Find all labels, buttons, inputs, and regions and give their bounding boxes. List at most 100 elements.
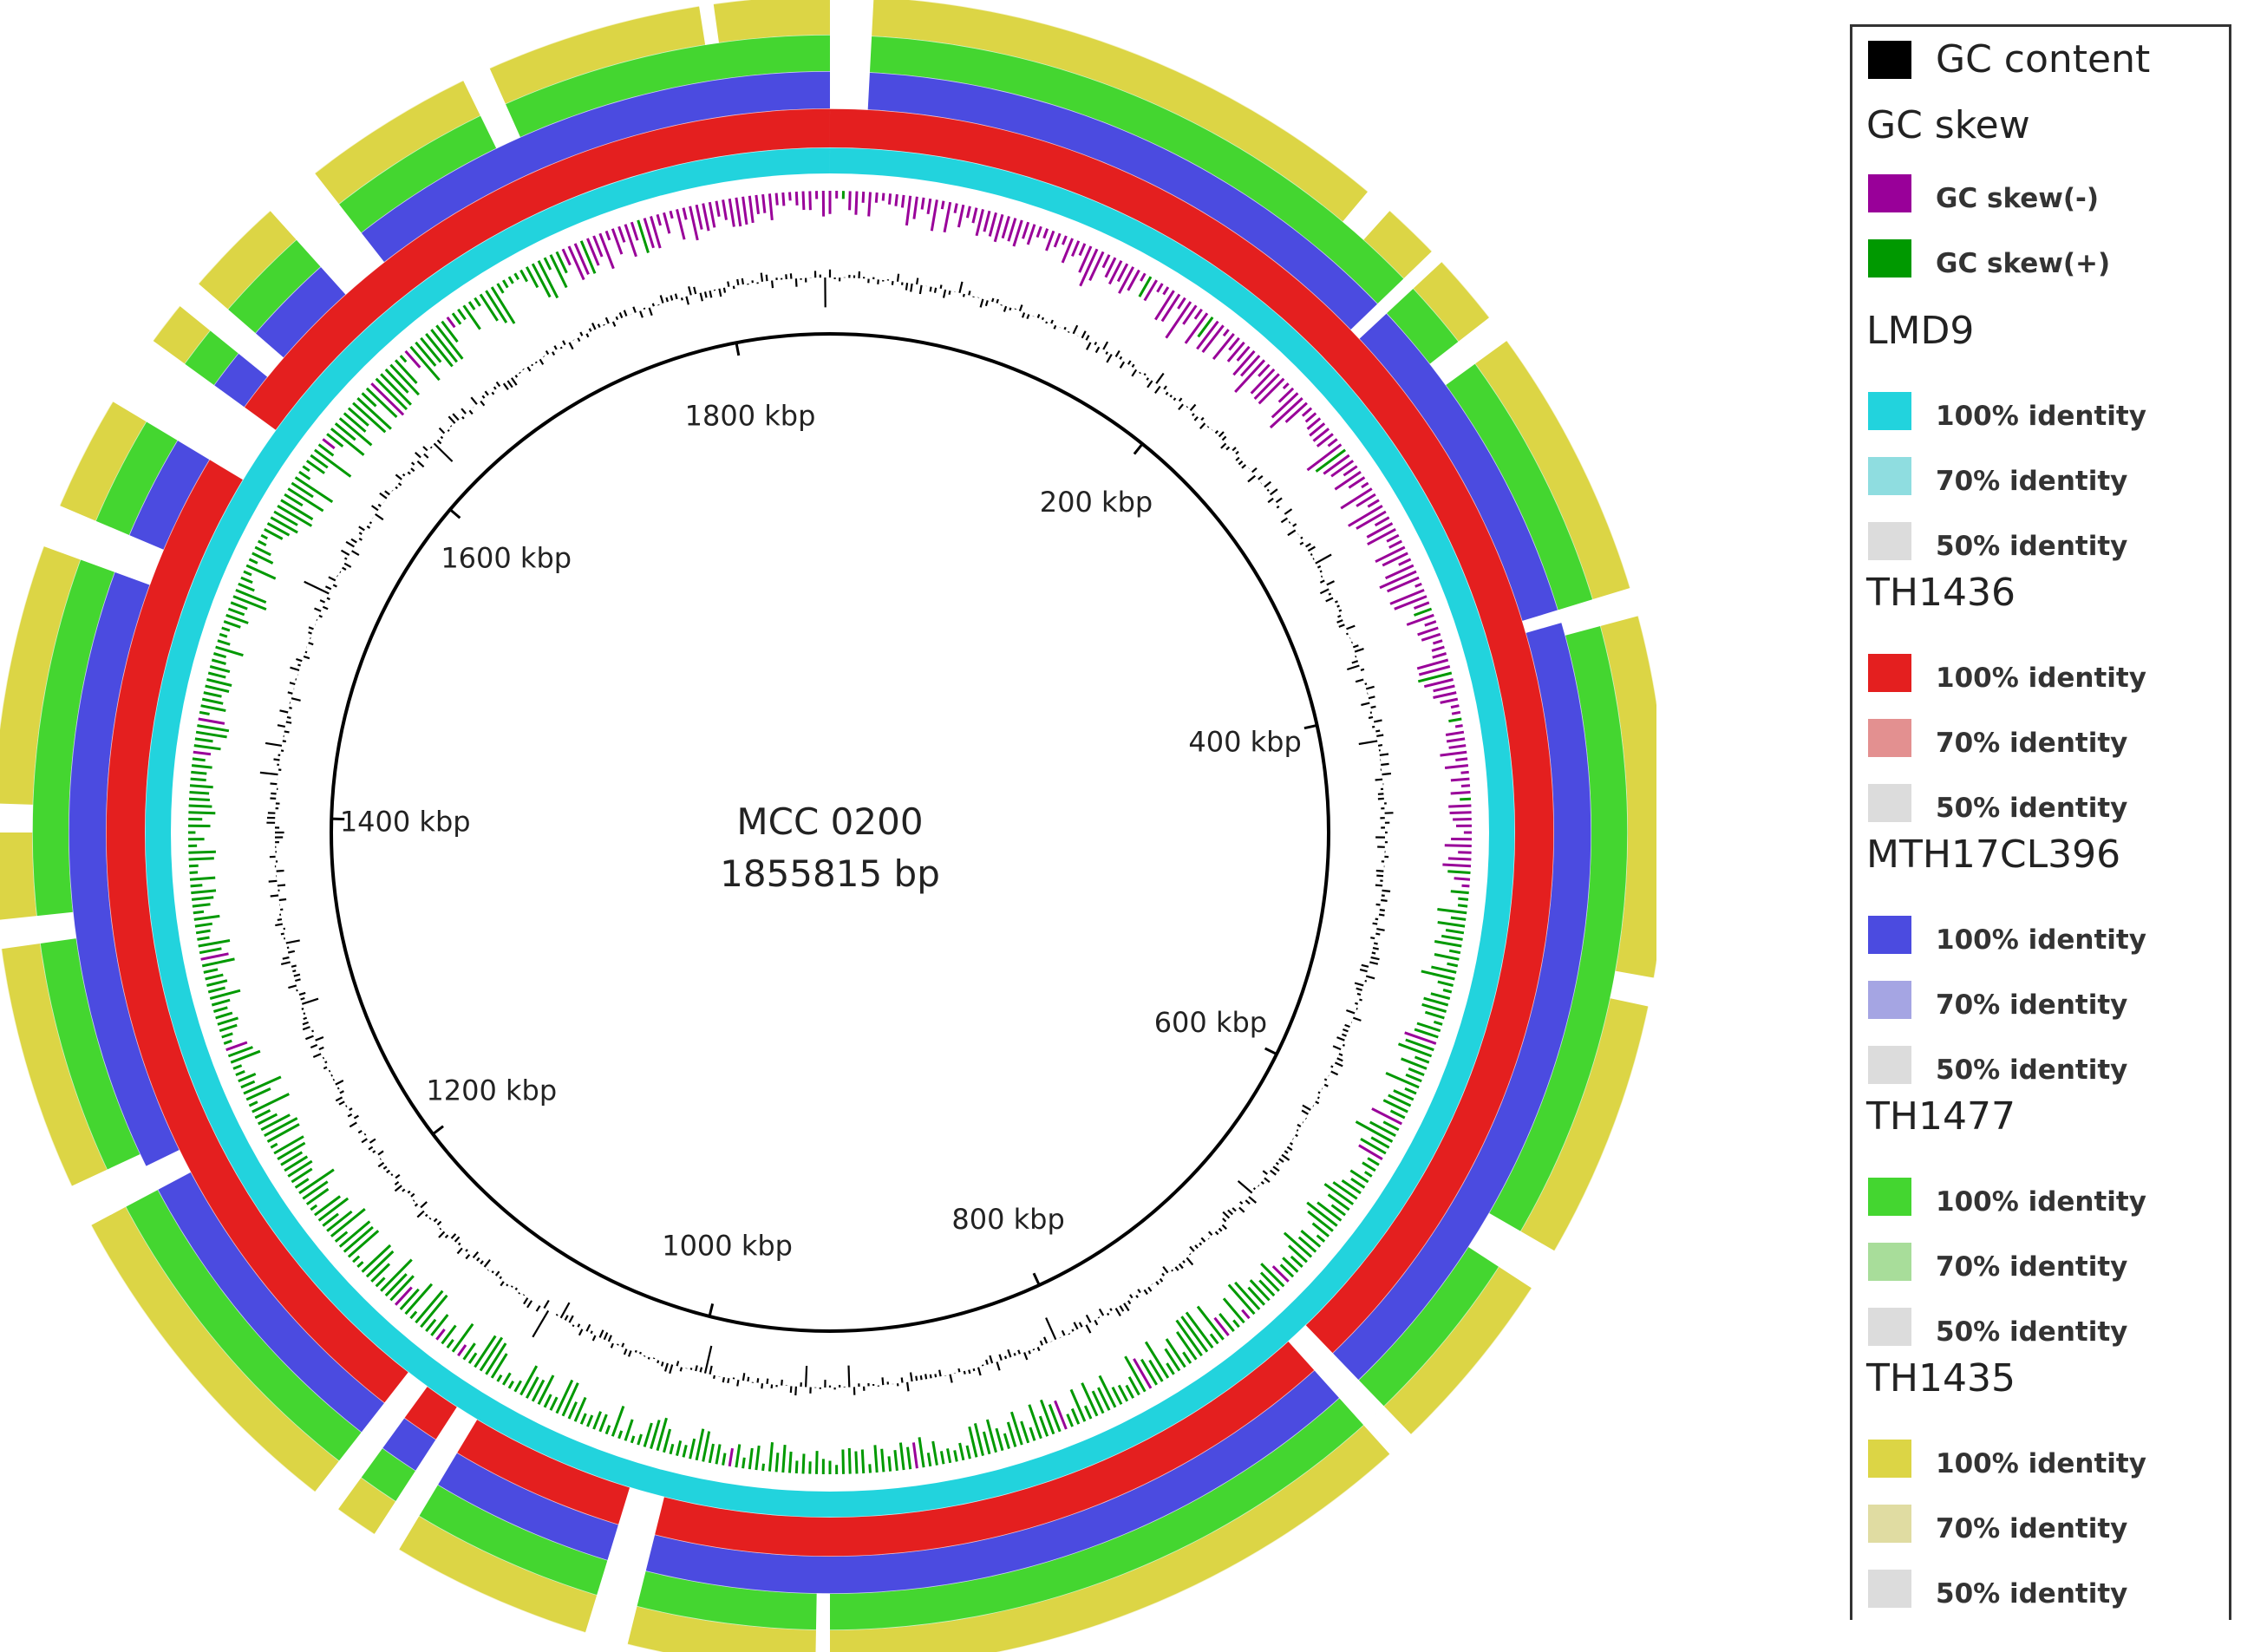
legend-label-gc-skew-plus: GC skew(+) [1936, 248, 2111, 279]
tick-label: 800 kbp [951, 1203, 1064, 1236]
legend-label-lmd9-1: 70% identity [1936, 466, 2128, 497]
legend-swatch-mth17cl396-2 [1868, 1046, 1911, 1084]
legend-label-mth17cl396-0: 100% identity [1936, 924, 2146, 956]
ring-mth17cl396-gap [1350, 303, 1388, 339]
ring-mth17cl396-gap [415, 1439, 458, 1486]
legend-title-th1436: TH1436 [1866, 571, 2016, 615]
legend-title-lmd9: LMD9 [1866, 309, 1975, 353]
gc-skew-track [187, 190, 1473, 1475]
legend-title-mth17cl396: MTH17CL396 [1866, 833, 2121, 877]
legend-title-gc-skew: GC skew [1866, 103, 2030, 147]
ring-th1477-gap [395, 1470, 439, 1518]
ring-th1477-gap [106, 1153, 159, 1208]
tick-mark [708, 1303, 715, 1317]
identity-rings [0, 0, 1656, 1652]
ring-th1477-gap [1558, 598, 1602, 636]
tick-label: 1200 kbp [426, 1074, 557, 1107]
legend-label-gc-content: GC content [1936, 37, 2151, 82]
legend-swatch-th1477-0 [1868, 1178, 1911, 1216]
ring-th1477-gap [1339, 1380, 1385, 1427]
ring-th1435-gap [815, 1629, 830, 1652]
tick-label: 1400 kbp [340, 806, 471, 839]
ring-mth17cl396-gap [830, 70, 870, 110]
legend-label-th1436-2: 50% identity [1936, 793, 2128, 824]
ring-th1435-gap [1610, 970, 1655, 1007]
ring-th1477-gap [815, 1593, 830, 1631]
ring-th1435-gap [70, 1169, 127, 1226]
legend-label-mth17cl396-1: 70% identity [1936, 989, 2128, 1021]
legend-swatch-th1436-1 [1868, 719, 1911, 757]
tick-mark [1303, 724, 1317, 730]
gc-skew-plus-bars [187, 191, 1472, 1475]
gc-content-track [259, 269, 1394, 1396]
legend-swatch-th1436-2 [1868, 784, 1911, 822]
legend-swatch-lmd9-2 [1868, 522, 1911, 560]
ring-th1435-gap [1363, 1406, 1412, 1455]
position-tick-labels: 200 kbp 400 kbp 600 kbp 800 kbp 1000 kbp 1200… [331, 342, 1317, 1317]
tick-label: 600 kbp [1154, 1006, 1267, 1039]
tick-mark [1264, 1047, 1277, 1055]
tick-label: 1000 kbp [662, 1230, 793, 1263]
ring-mth17cl396-gap [145, 1149, 192, 1191]
ring-th1436-gap [1288, 1324, 1334, 1371]
ring-th1477-gap [1429, 341, 1476, 386]
circular-genome-map: 200 kbp 400 kbp 600 kbp 800 kbp 1000 kbp 1200… [0, 0, 1656, 1652]
ring-th1435-gap [1343, 191, 1391, 240]
tick-mark [1133, 442, 1144, 455]
ring-mth17cl396-gap [1314, 1353, 1360, 1399]
ring-th1435-gap [462, 67, 506, 116]
ring-th1435-gap [42, 505, 96, 560]
tick-label: 1800 kbp [685, 400, 816, 433]
legend-label-th1477-0: 100% identity [1936, 1186, 2146, 1218]
ring-mth17cl396-gap [320, 232, 385, 295]
ring-th1435-gap [0, 803, 34, 833]
ring-mth17cl396-gap [607, 1525, 656, 1572]
legend-label-th1435-2: 50% identity [1936, 1578, 2128, 1610]
ring-th1477-gap [36, 911, 77, 944]
legend-title-th1477: TH1477 [1866, 1094, 2016, 1139]
ring-th1435-gap [269, 173, 339, 240]
legend-label-gc-skew-minus: GC skew(-) [1936, 183, 2100, 214]
legend-panel: GC content GC skew GC skew(-) GC skew(+)… [1850, 24, 2231, 1620]
ring-th1477-gap [80, 520, 130, 572]
ring-mth17cl396-gap [361, 1402, 405, 1449]
legend-swatch-gc-skew-minus [1868, 174, 1911, 212]
legend-swatch-gc-skew-plus [1868, 239, 1911, 278]
ring-mth17cl396-gap [238, 332, 284, 377]
ring-th1477-gap [1377, 278, 1414, 314]
genome-length: 1855815 bp [720, 852, 940, 895]
ring-th1477-gap [296, 203, 362, 267]
legend-swatch-th1436-0 [1868, 654, 1911, 692]
legend-swatch-th1435-0 [1868, 1440, 1911, 1478]
legend-swatch-th1435-2 [1868, 1570, 1911, 1608]
ring-th1435-gap [1592, 587, 1639, 627]
legend-swatch-th1477-2 [1868, 1308, 1911, 1346]
ring-th1435-gap [585, 1595, 637, 1645]
ring-th1477-gap [830, 34, 872, 73]
legend-swatch-th1435-1 [1868, 1505, 1911, 1543]
legend-label-lmd9-2: 50% identity [1936, 531, 2128, 562]
ring-th1435-gap [830, 0, 874, 36]
legend-swatch-th1477-1 [1868, 1243, 1911, 1281]
tick-label: 200 kbp [1040, 486, 1153, 519]
ring-mth17cl396-gap [114, 534, 164, 585]
ring-th1477-gap [338, 1432, 383, 1479]
legend-swatch-gc-content [1868, 41, 1911, 79]
tick-label: 1600 kbp [441, 542, 572, 575]
ring-th1435-gap [374, 1501, 420, 1551]
gc-skew-minus-bars [193, 190, 1473, 1469]
ring-th1436-gap [617, 1487, 665, 1536]
legend-label-th1435-1: 70% identity [1936, 1513, 2128, 1544]
ring-th1435-gap [1458, 317, 1508, 364]
legend-label-th1477-2: 50% identity [1936, 1316, 2128, 1348]
ring-th1436-gap [208, 406, 277, 480]
tick-label: 400 kbp [1188, 726, 1301, 759]
ring-th1435-gap [179, 283, 229, 331]
legend-label-th1435-0: 100% identity [1936, 1448, 2146, 1479]
legend-swatch-mth17cl396-0 [1868, 916, 1911, 954]
ring-th1436-gap [434, 1407, 478, 1454]
ring-mth17cl396-gap [176, 384, 245, 460]
tick-mark [448, 508, 461, 519]
ring-th1435-gap [314, 1460, 362, 1511]
legend-swatch-lmd9-0 [1868, 392, 1911, 430]
